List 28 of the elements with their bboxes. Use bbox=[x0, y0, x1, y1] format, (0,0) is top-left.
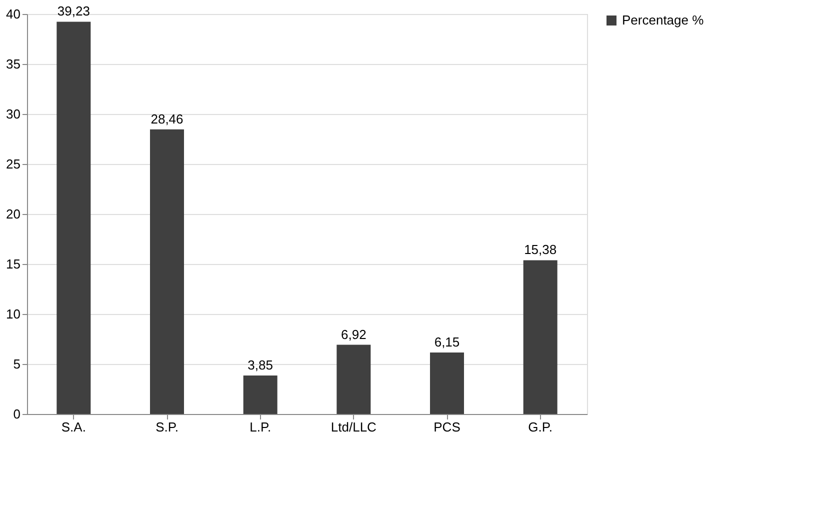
x-tick-label: PCS bbox=[434, 420, 461, 434]
x-tick-label: S.P. bbox=[156, 420, 178, 434]
y-tick-label: 5 bbox=[13, 356, 20, 372]
y-tick-label: 0 bbox=[13, 406, 20, 422]
bar bbox=[56, 22, 91, 414]
x-tick-label: Ltd/LLC bbox=[330, 420, 376, 434]
y-tick-label: 15 bbox=[6, 256, 20, 272]
y-tick-label: 35 bbox=[6, 56, 20, 72]
y-tick-label: 30 bbox=[6, 106, 20, 122]
x-tick-label: S.A. bbox=[61, 420, 86, 434]
legend-label: Percentage % bbox=[622, 12, 704, 28]
data-label: 15,38 bbox=[524, 242, 557, 258]
x-tick-label: G.P. bbox=[528, 420, 553, 434]
data-label: 3,85 bbox=[248, 358, 273, 372]
data-label: 39,23 bbox=[57, 4, 90, 19]
bar bbox=[336, 344, 371, 414]
y-tick-label: 40 bbox=[6, 6, 20, 22]
y-tick-label: 20 bbox=[6, 206, 20, 222]
bar bbox=[523, 260, 558, 414]
y-tick-label: 25 bbox=[6, 156, 20, 172]
data-label: 6,92 bbox=[341, 326, 366, 342]
data-label: 28,46 bbox=[150, 111, 184, 126]
bar bbox=[150, 129, 184, 414]
data-label: 6,15 bbox=[434, 334, 460, 350]
bar bbox=[243, 376, 278, 414]
y-tick-label: 10 bbox=[6, 306, 20, 322]
x-tick-label: L.P. bbox=[250, 420, 272, 434]
bar bbox=[430, 352, 464, 414]
